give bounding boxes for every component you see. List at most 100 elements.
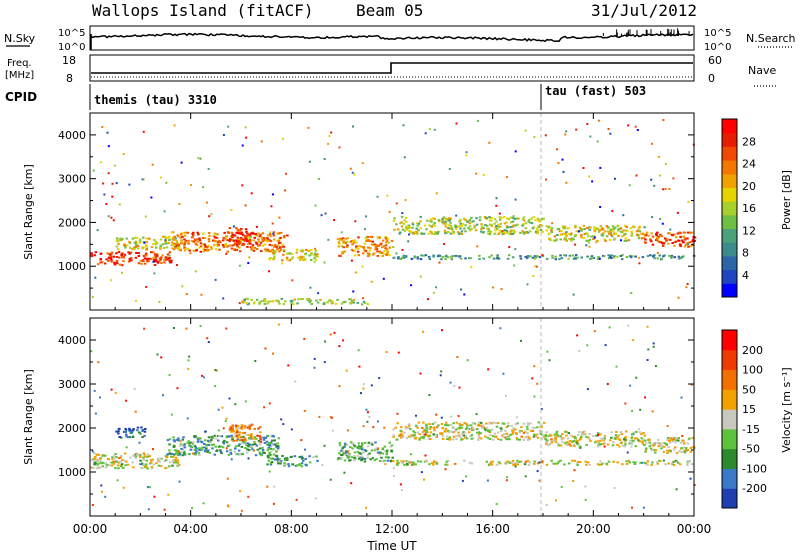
power-cell [349,167,352,170]
power-cell [353,250,356,253]
velocity-colorbar-swatch [722,349,737,371]
power-cell [450,227,454,230]
power-cell [622,229,625,232]
velocity-cell [636,437,639,440]
power-cell [196,231,199,234]
velocity-cell [243,426,247,429]
velocity-cell [669,450,672,453]
power-cell [685,243,688,246]
power-cell [180,161,183,164]
velocity-cell [555,432,558,435]
velocity-cell [439,374,442,377]
velocity-cell [540,437,544,440]
power-cell [91,296,94,298]
power-cell [402,124,405,127]
power-cell [379,243,382,246]
velocity-cell [214,385,217,388]
power-cell [212,239,215,242]
power-cell [387,241,390,244]
power-cell [215,236,219,239]
velocity-cell [152,448,154,451]
power-cell [638,225,641,228]
power-cell [376,250,379,253]
power-cell [144,252,148,255]
velocity-cell [259,431,262,434]
velocity-cell [540,408,543,411]
power-cell [190,239,194,242]
power-cell [353,239,357,242]
velocity-cell [211,447,214,450]
power-cell [413,256,416,259]
velocity-cell [396,464,399,466]
noise-sky-trace [90,32,694,43]
velocity-cell [235,453,238,456]
power-cell [94,251,98,254]
velocity-cell [213,434,216,437]
power-cell [154,258,158,261]
velocity-cell [526,436,529,439]
velocity-cell [416,460,420,463]
velocity-cell [300,456,303,459]
velocity-cell [553,433,556,436]
power-cell [137,255,141,257]
velocity-cell [165,456,169,459]
velocity-cell [630,439,634,442]
power-cell [451,255,455,257]
velocity-cell [495,435,498,438]
power-cell [231,233,235,236]
power-colorbar-swatch [722,119,737,134]
velocity-cell [511,459,515,462]
power-cell [376,254,379,257]
power-cell [593,226,596,229]
power-cell [156,261,160,264]
velocity-cell [479,432,482,435]
power-cell [487,227,490,230]
power-cell [559,254,562,257]
velocity-cell [689,447,693,450]
velocity-cell [520,430,523,432]
velocity-cell [624,402,627,405]
power-cell [117,243,120,245]
power-cell [686,231,690,234]
power-cell [301,297,305,300]
power-colorbar-swatch [722,255,737,271]
nsearch-label: N.Search [746,32,796,45]
velocity-y-tick-label: 4000 [58,334,86,347]
velocity-cell [216,435,220,437]
velocity-cell [373,459,377,462]
velocity-cell [173,327,175,329]
velocity-cell [111,458,114,461]
velocity-cell [186,417,189,420]
velocity-cell [407,423,411,426]
velocity-cell [360,442,364,445]
power-cell [474,229,478,232]
power-cell [469,257,472,260]
power-cell [314,247,317,250]
power-colorbar-swatch [722,214,737,230]
velocity-cell [181,454,184,457]
power-cell [638,262,641,265]
power-cell [272,238,276,241]
power-cell [239,239,242,242]
velocity-cell [544,435,548,438]
power-cell [634,255,637,258]
power-cell [137,262,141,265]
velocity-cell [520,426,523,429]
velocity-cell [643,434,647,437]
power-cell [527,255,530,258]
velocity-cell [139,463,142,466]
power-cell [203,249,207,252]
velocity-cell [573,436,577,439]
power-cell [131,237,135,240]
power-cell [194,270,197,273]
power-cell [286,252,289,255]
velocity-cell [385,449,389,452]
velocity-cell [625,430,628,433]
power-cell [653,184,656,187]
velocity-cell [147,508,150,511]
velocity-cell [477,431,481,434]
velocity-cell [123,459,126,462]
velocity-cell [632,433,635,435]
velocity-cell [681,435,684,437]
power-cell [286,234,289,237]
